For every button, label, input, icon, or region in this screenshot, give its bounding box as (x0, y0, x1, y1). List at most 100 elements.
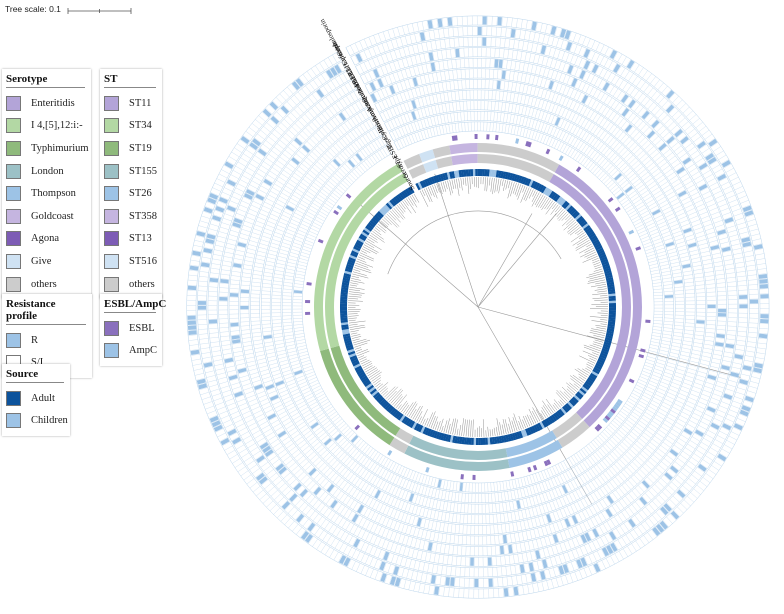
resistance-cell (718, 308, 727, 313)
legend-label: ST13 (129, 233, 152, 245)
source-cell (602, 265, 611, 270)
source-cell (511, 432, 517, 441)
source-cell (520, 176, 525, 184)
resistance-cell (258, 476, 268, 485)
resistance-cell (370, 93, 378, 103)
st-band (403, 153, 423, 169)
source-cell (340, 303, 348, 307)
esbl-cell (333, 209, 339, 216)
resistance-cell (295, 78, 304, 87)
source-cell (600, 350, 609, 355)
source-cell (449, 435, 454, 443)
source-cell (352, 361, 360, 367)
resistance-cell (308, 467, 317, 476)
resistance-cell (300, 531, 310, 540)
resistance-cell (628, 518, 636, 528)
resistance-cell (237, 367, 247, 374)
source-cell (347, 259, 356, 264)
source-cell (552, 413, 560, 421)
source-cell (440, 433, 445, 441)
source-cell (357, 371, 366, 378)
legend-swatch (6, 231, 21, 247)
st-band (313, 163, 403, 352)
resistance-cell (733, 423, 743, 431)
resistance-cell (715, 342, 724, 347)
legend-label: I 4,[5],12:i:- (31, 120, 83, 132)
legend-swatch (6, 140, 21, 156)
source-cell (604, 272, 613, 277)
legend-label: Adult (31, 392, 55, 404)
source-cell (565, 203, 572, 211)
resistance-cell (377, 78, 384, 88)
resistance-cell (759, 279, 768, 284)
source-cell (404, 188, 411, 196)
source-cell (447, 434, 452, 443)
source-cell (593, 366, 601, 373)
source-cell (579, 387, 587, 395)
source-cell (415, 423, 422, 432)
source-cell (384, 204, 391, 212)
source-cell (608, 305, 617, 308)
esbl-cell (305, 311, 311, 315)
source-cell (456, 170, 460, 178)
source-cell (511, 173, 516, 181)
resistance-cell (459, 482, 463, 492)
source-cell (534, 182, 541, 191)
source-cell (459, 436, 463, 445)
resistance-cell (562, 564, 569, 574)
source-cell (377, 396, 385, 404)
source-cell (371, 390, 379, 397)
source-cell (597, 358, 605, 364)
resistance-cell (639, 496, 648, 506)
source-cell (372, 216, 380, 223)
source-cell (600, 258, 609, 264)
source-cell (353, 245, 361, 252)
source-cell (522, 429, 528, 437)
source-cell (477, 168, 481, 177)
legend-item: R (6, 329, 86, 352)
ring-label: ST (393, 158, 404, 170)
source-cell (603, 343, 611, 349)
source-cell (362, 229, 370, 236)
source-cell (603, 341, 612, 346)
source-cell (592, 239, 600, 245)
source-cell (524, 177, 530, 186)
legend-label: AmpC (129, 345, 158, 357)
legend-item: ST516 (104, 250, 157, 273)
source-cell (532, 181, 538, 190)
resistance-cell (494, 59, 499, 68)
esbl-cell (606, 413, 613, 419)
source-cell (560, 407, 567, 415)
resistance-cell (488, 578, 493, 587)
esbl-cell (345, 193, 352, 199)
legend-label: Give (31, 255, 52, 267)
source-cell (341, 282, 350, 286)
esbl-cell (617, 398, 623, 405)
source-cell (340, 298, 348, 302)
esbl-cell (604, 415, 611, 421)
esbl-cell (575, 166, 582, 173)
resistance-cell (576, 559, 583, 569)
resistance-cell (233, 217, 243, 224)
resistance-cell (226, 179, 236, 187)
source-cell (608, 312, 616, 316)
resistance-cell (296, 513, 305, 523)
serotype-band (409, 435, 508, 460)
esbl-cell (545, 148, 551, 155)
resistance-cell (294, 369, 303, 376)
source-cell (482, 169, 485, 177)
st-band (554, 164, 642, 428)
resistance-cell (206, 233, 216, 240)
st-band (507, 439, 563, 468)
source-cell (583, 225, 591, 232)
source-cell (342, 330, 350, 335)
source-cell (472, 169, 476, 177)
esbl-cell (532, 464, 538, 471)
source-cell (428, 177, 434, 185)
resistance-cell (427, 542, 433, 551)
resistance-cell (316, 89, 325, 98)
legend-swatch (104, 163, 119, 179)
legend-item: others (104, 273, 156, 296)
source-cell (406, 187, 413, 195)
serotype-band (423, 159, 439, 173)
